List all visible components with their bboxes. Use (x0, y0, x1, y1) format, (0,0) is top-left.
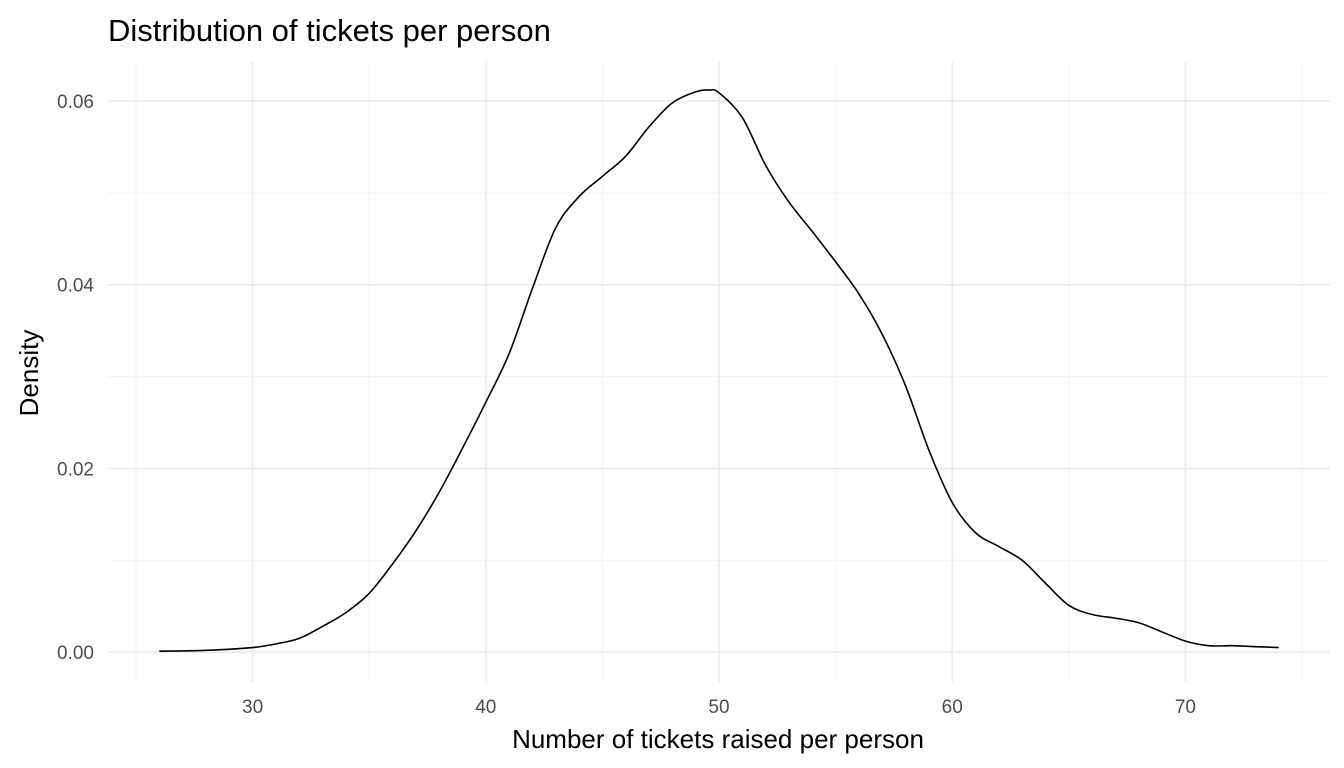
density-curve (159, 88, 1279, 653)
y-tick-label: 0.06 (57, 92, 94, 113)
y-tick-label: 0.04 (57, 276, 94, 297)
y-tick-label: 0.02 (57, 459, 94, 480)
y-tick-label: 0.00 (57, 643, 94, 664)
x-tick-label: 50 (708, 697, 729, 718)
x-axis-title: Number of tickets raised per person (512, 724, 924, 754)
y-axis-ticks: 0.00 0.02 0.04 0.06 (57, 92, 94, 664)
major-gridlines (108, 62, 1330, 682)
x-axis-ticks: 30 40 50 60 70 (242, 697, 1196, 718)
y-axis-title: Density (14, 330, 44, 417)
x-tick-label: 40 (475, 697, 496, 718)
x-tick-label: 30 (242, 697, 263, 718)
x-tick-label: 60 (942, 697, 963, 718)
x-tick-label: 70 (1175, 697, 1196, 718)
chart-title: Distribution of tickets per person (108, 13, 551, 48)
density-series (159, 88, 1279, 653)
